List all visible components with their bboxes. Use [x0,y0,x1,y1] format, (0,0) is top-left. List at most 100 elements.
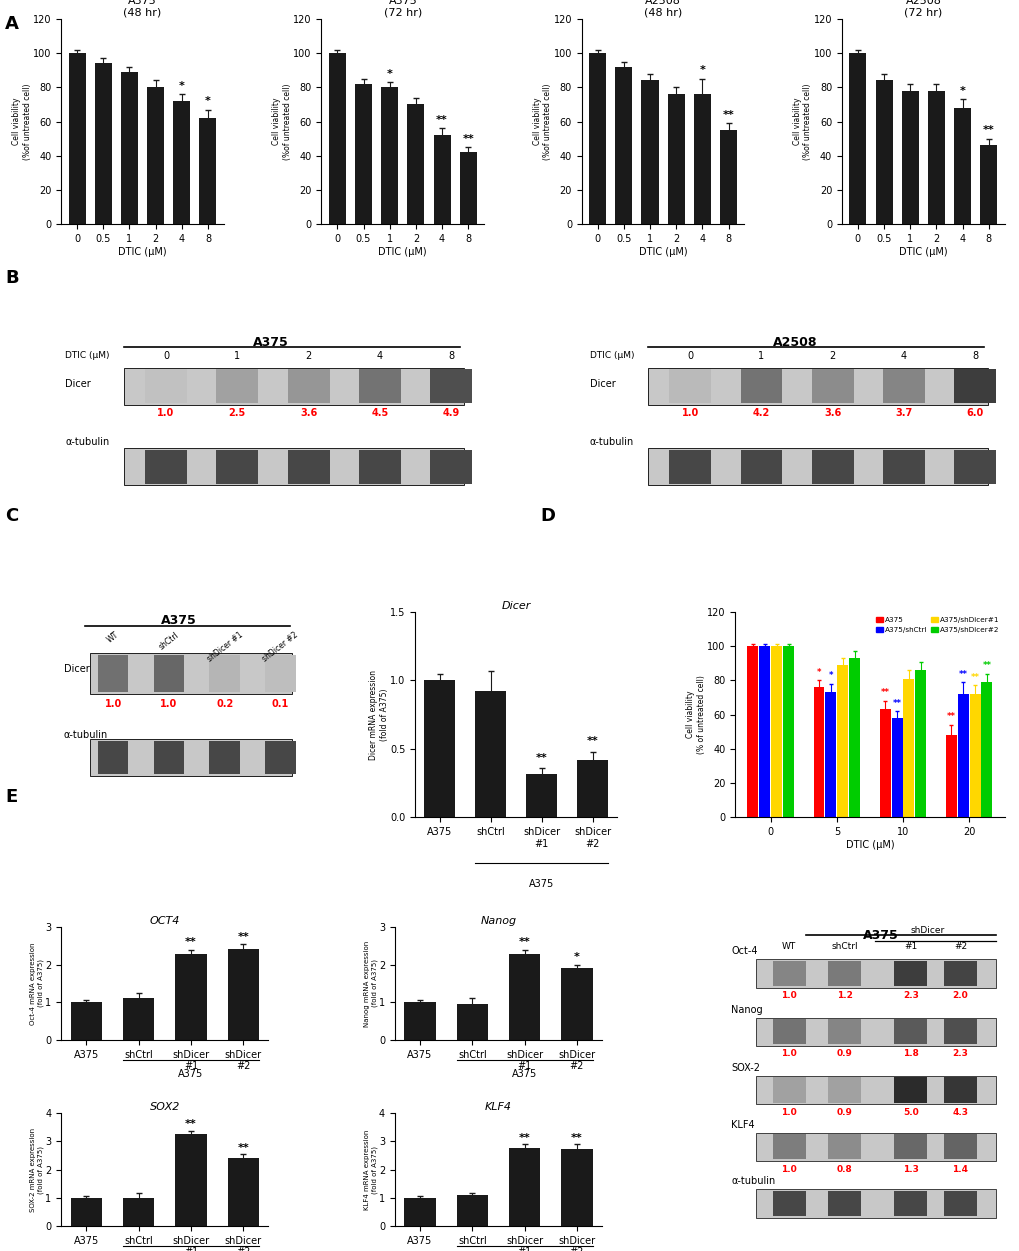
Y-axis label: Dicer mRNA expression
(fold of A375): Dicer mRNA expression (fold of A375) [369,669,388,759]
Text: **: ** [535,753,547,763]
Text: 4.3: 4.3 [952,1108,968,1117]
Y-axis label: Cell viability
(%of untreated cell): Cell viability (%of untreated cell) [792,84,811,160]
Text: 4.2: 4.2 [752,408,769,418]
Bar [430,450,472,484]
Bar [755,1190,996,1217]
Bar [837,666,848,817]
Bar [878,709,890,817]
Text: Dicer: Dicer [589,379,614,389]
Text: **: ** [981,661,990,671]
Bar [359,450,400,484]
Text: 1.0: 1.0 [781,1050,797,1058]
Bar [475,692,505,817]
Text: **: ** [958,669,967,678]
Text: **: ** [586,736,598,746]
Text: 0.9: 0.9 [836,1050,852,1058]
Text: **: ** [184,937,197,947]
Bar [943,1135,976,1160]
Bar [827,1135,860,1160]
Text: 1.8: 1.8 [902,1050,918,1058]
Text: **: ** [571,1132,582,1142]
Bar [175,955,207,1040]
Text: A2508: A2508 [772,335,816,349]
Bar [404,1197,435,1226]
Text: *: * [827,672,833,681]
Bar [147,88,164,224]
Text: *: * [178,80,184,90]
Bar [641,80,658,224]
Bar [747,646,757,817]
Bar [772,1020,805,1045]
Bar [954,369,996,403]
Bar [359,369,400,403]
Bar [914,671,925,817]
Bar [430,369,472,403]
Bar [969,694,979,817]
Text: E: E [5,788,17,806]
Title: Dicer: Dicer [501,600,530,610]
Bar [903,678,913,817]
Bar [755,1132,996,1161]
Text: 3.6: 3.6 [823,408,841,418]
Bar [827,1077,860,1102]
Bar [124,368,464,404]
Text: A375: A375 [161,614,197,627]
Bar [460,153,476,224]
Bar [953,108,970,224]
Bar [121,71,138,224]
Title: SOX2: SOX2 [150,1102,179,1112]
Text: 4.5: 4.5 [371,408,388,418]
Bar [943,1020,976,1045]
Bar [175,1135,207,1226]
Bar [770,646,782,817]
Bar [145,450,186,484]
Y-axis label: Cell viability
(%of untreated cell): Cell viability (%of untreated cell) [532,84,551,160]
Bar [526,773,556,817]
Bar [755,1017,996,1046]
Text: *: * [699,65,704,75]
Bar [740,450,782,484]
Bar [407,104,424,224]
Bar [772,1077,805,1102]
Bar [772,961,805,986]
Bar [216,369,258,403]
Bar [560,968,592,1040]
Text: **: ** [946,713,955,722]
Text: **: ** [879,688,889,698]
X-axis label: DTIC (μM): DTIC (μM) [638,246,687,256]
Bar [154,742,184,774]
Bar [668,369,710,403]
Bar [70,1197,102,1226]
Text: 1.0: 1.0 [781,1165,797,1173]
Text: 4.9: 4.9 [442,408,460,418]
Text: *: * [959,86,965,96]
Bar [755,960,996,987]
Text: 5.0: 5.0 [902,1108,918,1117]
Text: A375: A375 [253,335,288,349]
Bar [265,742,296,774]
Title: A2508
(72 hr): A2508 (72 hr) [904,0,942,18]
Bar [943,961,976,986]
Bar [894,1135,926,1160]
Bar [457,1195,487,1226]
Bar [216,450,258,484]
Bar [772,1135,805,1160]
Text: 0.1: 0.1 [272,699,289,709]
Bar [648,448,987,485]
Bar [894,1191,926,1216]
Y-axis label: Cell viability
(% of untreated cell): Cell viability (% of untreated cell) [686,676,705,754]
Title: A375
(72 hr): A375 (72 hr) [383,0,422,18]
Y-axis label: Cell viability
(%of untreated cell): Cell viability (%of untreated cell) [272,84,291,160]
Bar [90,739,292,777]
Bar [827,1020,860,1045]
Bar [154,656,184,692]
Bar [123,1197,154,1226]
Text: 2.5: 2.5 [228,408,246,418]
Y-axis label: Cell viability
(%of untreated cell): Cell viability (%of untreated cell) [12,84,32,160]
Bar [381,88,397,224]
Text: **: ** [237,1142,249,1152]
Bar [882,450,924,484]
Text: 3.7: 3.7 [895,408,912,418]
Bar [693,94,710,224]
Bar [328,53,345,224]
